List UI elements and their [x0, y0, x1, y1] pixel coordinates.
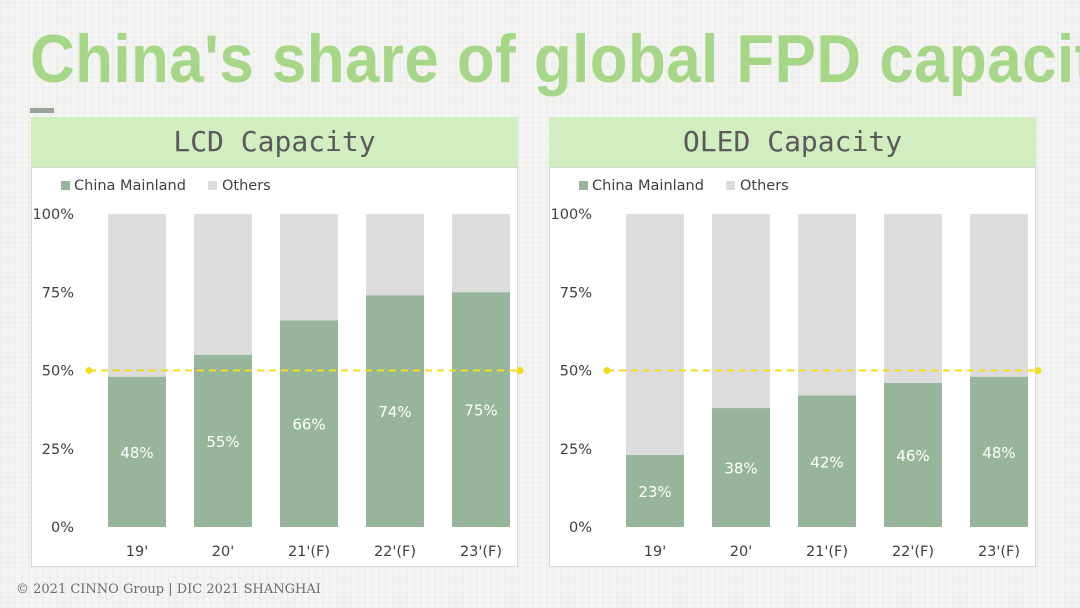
oled-data-label: 38%	[724, 460, 757, 478]
lcd-y-tick-label: 50%	[42, 364, 74, 380]
lcd-chart-panel: China Mainland Others 0% 25% 50% 75% 100% 48% 19…	[31, 167, 524, 567]
lcd-x-tick-label: 22'(F)	[374, 544, 416, 560]
lcd-y-tick-label: 75%	[42, 285, 74, 301]
oled-bar-others	[712, 214, 770, 409]
oled-legend-others-swatch	[726, 181, 735, 190]
oled-reference-dot-right	[1034, 367, 1042, 374]
lcd-bar-others	[452, 214, 510, 293]
lcd-legend-others-label: Others	[222, 178, 271, 194]
lcd-bar-others	[280, 214, 338, 321]
oled-x-tick-label: 20'	[730, 544, 752, 560]
lcd-bar-china	[280, 320, 338, 527]
oled-data-label: 42%	[810, 453, 843, 471]
oled-y-tick-label: 0%	[569, 520, 592, 536]
lcd-bar-others	[108, 214, 166, 377]
oled-legend-china-swatch	[579, 181, 588, 190]
lcd-bar-china	[194, 354, 252, 527]
oled-y-tick-label: 100%	[551, 207, 592, 223]
lcd-reference-dot-left	[85, 367, 93, 374]
lcd-bar-others	[366, 214, 424, 296]
oled-panel-header: OLED Capacity	[549, 117, 1036, 167]
oled-bar-china	[626, 455, 684, 527]
lcd-x-tick-label: 19'	[126, 544, 148, 560]
oled-bar-others	[884, 214, 942, 384]
lcd-legend: China Mainland Others	[61, 178, 271, 194]
oled-data-label: 48%	[982, 444, 1015, 462]
lcd-legend-others-swatch	[208, 181, 217, 190]
oled-x-tick-label: 23'(F)	[978, 544, 1020, 560]
lcd-data-label: 48%	[120, 444, 153, 462]
oled-legend-others-label: Others	[740, 178, 789, 194]
oled-chart: China Mainland Others 0% 25% 50% 75% 100% 23% 19…	[551, 178, 1042, 560]
lcd-bar-china	[366, 295, 424, 527]
lcd-x-tick-label: 20'	[212, 544, 234, 560]
oled-bar-others	[970, 214, 1028, 377]
lcd-bar-china	[452, 292, 510, 527]
oled-y-tick-label: 25%	[560, 442, 592, 458]
lcd-data-label: 55%	[206, 433, 239, 451]
lcd-legend-china-swatch	[61, 181, 70, 190]
title-accent-mark	[30, 108, 54, 113]
oled-bar-china	[970, 376, 1028, 527]
oled-data-label: 46%	[896, 447, 929, 465]
oled-reference-dot-left	[603, 367, 611, 374]
lcd-data-label: 74%	[378, 403, 411, 421]
page-title: China's share of global FPD capacity	[30, 21, 1080, 97]
oled-legend-china-label: China Mainland	[592, 178, 704, 194]
oled-bar-others	[626, 214, 684, 456]
oled-x-tick-label: 19'	[644, 544, 666, 560]
oled-x-tick-label: 21'(F)	[806, 544, 848, 560]
oled-bar-china	[712, 408, 770, 527]
lcd-legend-china-label: China Mainland	[74, 178, 186, 194]
oled-data-label: 23%	[638, 483, 671, 501]
lcd-data-label: 75%	[464, 402, 497, 420]
lcd-bar-china	[108, 376, 166, 527]
lcd-reference-dot-right	[516, 367, 524, 374]
lcd-y-tick-label: 100%	[33, 207, 74, 223]
lcd-chart: China Mainland Others 0% 25% 50% 75% 100% 48% 19…	[33, 178, 524, 560]
oled-y-tick-label: 75%	[560, 285, 592, 301]
lcd-x-tick-label: 21'(F)	[288, 544, 330, 560]
oled-x-tick-label: 22'(F)	[892, 544, 934, 560]
lcd-x-tick-label: 23'(F)	[460, 544, 502, 560]
lcd-data-label: 66%	[292, 416, 325, 434]
oled-y-tick-label: 50%	[560, 364, 592, 380]
lcd-y-tick-label: 25%	[42, 442, 74, 458]
oled-legend: China Mainland Others	[579, 178, 789, 194]
oled-bar-china	[884, 383, 942, 527]
oled-bar-others	[798, 214, 856, 396]
oled-chart-panel: China Mainland Others 0% 25% 50% 75% 100% 23% 19…	[549, 167, 1042, 567]
footer-credit: © 2021 CINNO Group | DIC 2021 SHANGHAI	[16, 582, 321, 597]
lcd-bar-others	[194, 214, 252, 355]
lcd-y-tick-label: 0%	[51, 520, 74, 536]
oled-bar-china	[798, 395, 856, 527]
lcd-panel-header: LCD Capacity	[31, 117, 518, 167]
